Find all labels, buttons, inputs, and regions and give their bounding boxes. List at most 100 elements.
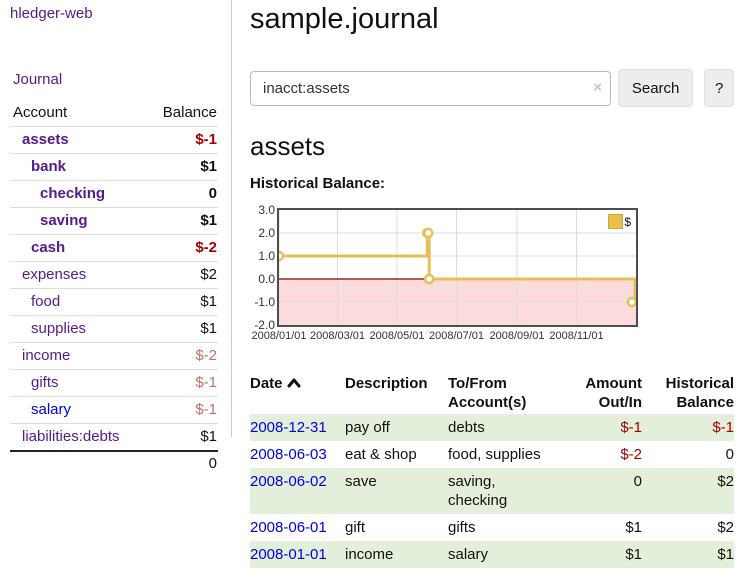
transaction-description: save (345, 473, 377, 490)
transaction-date-link[interactable]: 2008-01-01 (250, 546, 327, 563)
transaction-balance: $-1 (712, 419, 734, 436)
help-button[interactable]: ? (704, 69, 734, 107)
amount-column-header: Amount Out/In (585, 375, 642, 411)
y-tick-label: 3.0 (258, 203, 275, 217)
app-title-link[interactable]: hledger-web (10, 5, 93, 22)
account-tree-row: supplies $1 (10, 315, 218, 343)
account-balance: $1 (200, 428, 217, 445)
date-column-header[interactable]: Date (250, 372, 345, 414)
transaction-amount: $1 (625, 519, 642, 536)
register-table: Date Description To/From Account(s) Amou… (250, 372, 734, 568)
account-link-gifts[interactable]: gifts (31, 374, 59, 391)
transaction-accounts: salary (448, 546, 489, 563)
sort-ascending-icon (287, 378, 301, 388)
account-balance: $-1 (195, 374, 217, 391)
search-box: × (250, 70, 611, 106)
account-heading: assets (250, 131, 326, 161)
account-balance: $1 (200, 158, 217, 175)
transaction-row: 2008-12-31 pay off debts $-1 $-1 (250, 414, 734, 441)
transaction-row: 2008-06-03 eat & shop food, supplies $-2 0 (250, 441, 734, 468)
transaction-accounts: food, supplies (448, 446, 541, 463)
account-tree-row: saving $1 (10, 207, 218, 235)
transaction-description: gift (345, 519, 366, 536)
account-tree-row: cash $-2 (10, 234, 218, 262)
account-balance: $1 (200, 320, 217, 337)
chart-legend: $ (608, 214, 631, 229)
transaction-description: pay off (345, 419, 390, 436)
account-tree-row: food $1 (10, 288, 218, 316)
account-tree-row: bank $1 (10, 153, 218, 181)
transaction-date-link[interactable]: 2008-06-01 (250, 519, 327, 536)
transaction-date-link[interactable]: 2008-06-02 (250, 473, 327, 490)
search-button[interactable]: Search (618, 69, 694, 107)
y-tick-label: 2.0 (258, 226, 275, 240)
account-link-supplies[interactable]: supplies (31, 320, 87, 337)
account-balance: $1 (200, 212, 217, 229)
transaction-amount: $-1 (620, 419, 642, 436)
legend-swatch (608, 214, 624, 229)
transaction-balance: 0 (725, 446, 734, 463)
x-tick-label: 2008/01/01 (251, 330, 307, 342)
main-content: sample.journal × Search ? assets Histori… (250, 0, 734, 568)
account-link-income[interactable]: income (22, 347, 71, 364)
balance-column-header2: Historical Balance (665, 375, 734, 411)
y-tick-label: -2.0 (254, 318, 275, 332)
transaction-date-link[interactable]: 2008-06-03 (250, 446, 327, 463)
transaction-accounts: debts (448, 419, 485, 436)
search-form: × Search ? (250, 69, 734, 107)
account-link-saving[interactable]: saving (40, 212, 88, 229)
transaction-amount: $-2 (620, 446, 642, 463)
transaction-balance: $2 (717, 519, 734, 536)
transaction-balance: $2 (717, 473, 734, 490)
historical-balance-chart: 3.0 2.0 1.0 0.0 -1.0 -2.0 $ 2008/01/01 2008/03… (250, 204, 670, 348)
account-tree-row: expenses $2 (10, 261, 218, 289)
y-tick-label: 0.0 (258, 272, 275, 286)
account-balance: $-2 (195, 239, 217, 256)
x-tick-label: 2008/07/01 (428, 330, 485, 342)
transaction-date-link[interactable]: 2008-12-31 (250, 419, 327, 436)
account-balance: $2 (200, 266, 217, 283)
legend-label: $ (624, 214, 631, 229)
chart-title: Historical Balance: (250, 175, 386, 192)
account-tree-row: salary $-1 (10, 396, 218, 424)
transaction-row: 2008-06-02 save saving, checking 0 $2 (250, 468, 734, 514)
account-link-cash[interactable]: cash (31, 239, 66, 256)
transaction-amount: $1 (625, 546, 642, 563)
x-tick-label: 2008/09/01 (489, 330, 545, 342)
account-link-checking[interactable]: checking (40, 185, 106, 202)
search-input[interactable] (250, 70, 611, 106)
x-axis-labels: 2008/01/01 2008/03/01 2008/05/01 2008/07/01… (251, 330, 636, 344)
transaction-row: 2008-01-01 income salary $1 $1 (250, 541, 734, 568)
account-balance: $-2 (195, 347, 217, 364)
account-link-salary[interactable]: salary (31, 401, 72, 418)
sidebar-item-journal[interactable]: Journal (13, 71, 63, 88)
chart-canvas (279, 210, 636, 325)
account-balance: $1 (200, 293, 217, 310)
account-link-assets[interactable]: assets (22, 131, 69, 148)
account-link-bank[interactable]: bank (31, 158, 67, 175)
clear-search-icon[interactable]: × (593, 78, 602, 96)
account-balance: 0 (208, 185, 217, 202)
x-tick-label: 2008/05/01 (369, 330, 425, 342)
account-tree-row: gifts $-1 (10, 369, 218, 397)
account-tree-row: income $-2 (10, 342, 218, 370)
account-balance: $-1 (195, 131, 217, 148)
x-tick-label: 2008/11/01 (549, 330, 604, 342)
account-balance: $-1 (195, 401, 217, 418)
accounts-column-header: To/From Account(s) (448, 375, 527, 411)
transaction-row: 2008-06-01 gift gifts $1 $2 (250, 514, 734, 541)
account-link-liabilities-debts[interactable]: liabilities:debts (22, 428, 120, 445)
sidebar-total-row: 0 (10, 451, 218, 476)
account-link-food[interactable]: food (31, 293, 61, 310)
account-tree-header: Account Balance (10, 100, 218, 127)
transaction-accounts: saving, checking (448, 473, 508, 509)
transaction-description: income (345, 546, 394, 563)
chart-plot-area: $ (277, 208, 638, 327)
account-tree-table: Account Balance assets $-1 bank $1 checking 0… (10, 100, 218, 476)
transaction-description: eat & shop (345, 446, 417, 463)
balance-column-header: Balance (162, 104, 217, 121)
account-tree-row: checking 0 (10, 180, 218, 208)
page-title: sample.journal (250, 3, 439, 35)
account-column-header: Account (13, 104, 68, 121)
account-link-expenses[interactable]: expenses (22, 266, 87, 283)
